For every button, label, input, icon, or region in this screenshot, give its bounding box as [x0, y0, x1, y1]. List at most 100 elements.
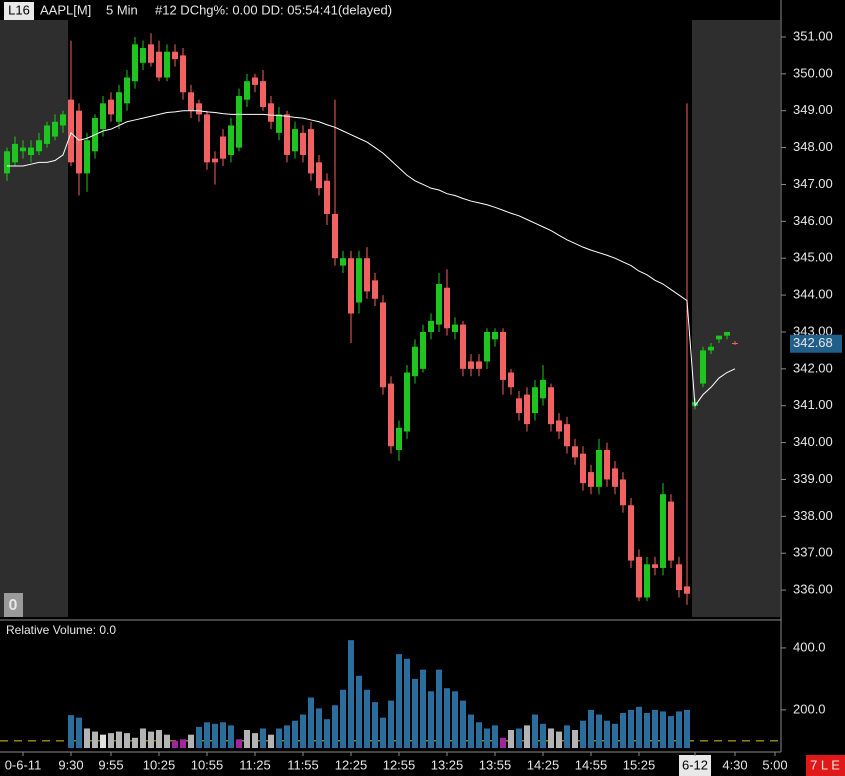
volume-bar	[180, 739, 186, 748]
y-tick-label: 340.00	[793, 434, 833, 449]
volume-bar	[500, 737, 506, 748]
candle-body	[620, 479, 626, 506]
volume-bar	[644, 712, 650, 748]
candle-body	[244, 81, 250, 100]
volume-bar	[260, 728, 266, 748]
volume-bar	[316, 708, 322, 748]
volume-bar	[228, 725, 234, 748]
candle-body	[116, 92, 122, 122]
candle-body	[204, 114, 210, 163]
x-tick-label: 13:55	[479, 757, 512, 772]
volume-bar	[116, 731, 122, 748]
volume-bar	[580, 720, 586, 748]
candle-body	[660, 494, 666, 568]
left-badge-box	[4, 593, 23, 617]
candle-body	[340, 258, 346, 266]
volume-bar	[532, 714, 538, 748]
volume-bar	[660, 711, 666, 748]
candle-body	[196, 103, 202, 115]
volume-bar	[364, 689, 370, 748]
x-tick-label: 13:25	[431, 757, 464, 772]
candle-body	[644, 564, 650, 598]
volume-bar	[164, 734, 170, 748]
y-tick-label: 337.00	[793, 545, 833, 560]
volume-bar	[276, 728, 282, 748]
volume-bar	[140, 728, 146, 748]
candle-body	[252, 77, 258, 85]
candle-body	[180, 55, 186, 93]
candle-body	[724, 331, 730, 336]
candle-body	[572, 446, 578, 458]
last-price-label: 342.68	[793, 335, 833, 350]
volume-bar	[404, 658, 410, 748]
volume-bar	[292, 720, 298, 748]
volume-bar	[100, 734, 106, 748]
candle-body	[324, 180, 330, 214]
right-badge: 7 L E	[810, 757, 840, 772]
candle-body	[476, 361, 482, 369]
volume-bar	[84, 728, 90, 748]
x-tick-label: 14:25	[527, 757, 560, 772]
volume-tick-label: 400.0	[793, 639, 826, 654]
candle-body	[652, 564, 658, 568]
candle-body	[452, 324, 458, 332]
candle-body	[188, 92, 194, 111]
candle-body	[364, 258, 370, 292]
candle-body	[212, 158, 218, 163]
volume-bar	[484, 728, 490, 748]
candle-body	[356, 258, 362, 303]
candle-body	[636, 556, 642, 598]
average-line	[7, 110, 736, 408]
candle-body	[60, 114, 66, 126]
volume-bar	[268, 734, 274, 748]
candle-body	[372, 280, 378, 299]
volume-bar	[444, 688, 450, 748]
x-tick-label: 15:25	[623, 757, 656, 772]
candle-body	[100, 103, 106, 130]
volume-bar	[476, 722, 482, 748]
candle-body	[420, 331, 426, 369]
candle-body	[148, 44, 154, 63]
candle-body	[28, 147, 34, 155]
volume-bar	[572, 730, 578, 748]
candle-body	[228, 125, 234, 155]
candle-body	[532, 387, 538, 414]
volume-bar	[612, 723, 618, 748]
candle-body	[564, 424, 570, 447]
volume-bar	[236, 739, 242, 748]
candle-body	[260, 81, 266, 108]
volume-bar	[388, 700, 394, 748]
y-tick-label: 347.00	[793, 176, 833, 191]
candle-body	[444, 287, 450, 329]
volume-bar	[92, 731, 98, 748]
volume-tick-label: 200.0	[793, 701, 826, 716]
volume-bar	[564, 725, 570, 748]
candle-body	[164, 51, 170, 78]
candle-body	[44, 125, 50, 144]
candle-body	[596, 449, 602, 487]
candle-body	[348, 258, 354, 314]
candle-body	[20, 147, 26, 152]
candle-body	[380, 302, 386, 388]
candle-body	[676, 564, 682, 591]
candle-body	[332, 213, 338, 259]
volume-bar	[676, 711, 682, 748]
volume-bar	[108, 733, 114, 748]
candle-body	[540, 379, 546, 399]
x-tick-label: 5:00	[762, 757, 787, 772]
candle-body	[604, 449, 610, 480]
volume-bar	[604, 720, 610, 748]
candle-body	[316, 162, 322, 189]
x-tick-label: 9:30	[58, 757, 83, 772]
y-tick-label: 349.00	[793, 102, 833, 117]
candle-body	[268, 103, 274, 122]
volume-bar	[596, 714, 602, 748]
candle-body	[404, 372, 410, 432]
y-tick-label: 343.00	[793, 323, 833, 338]
volume-bar	[68, 715, 74, 748]
volume-bar	[460, 700, 466, 748]
x-tick-label: 12:25	[335, 757, 368, 772]
volume-bar	[300, 714, 306, 748]
candle-body	[412, 346, 418, 377]
candle-body	[684, 586, 690, 594]
